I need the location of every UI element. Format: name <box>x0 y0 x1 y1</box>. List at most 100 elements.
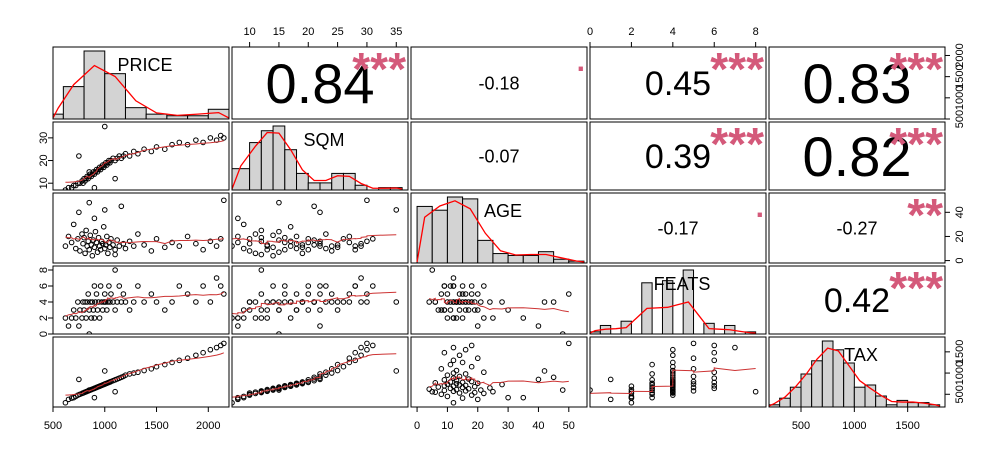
panel-frame <box>768 336 946 408</box>
scatter-point <box>435 307 442 313</box>
scatter-point <box>364 238 370 245</box>
scatter-point <box>432 380 439 386</box>
scatter-point <box>97 283 104 289</box>
scatter-point <box>358 275 364 281</box>
scatter-point <box>670 352 676 359</box>
scatter-point <box>76 376 82 383</box>
scatter-point <box>258 227 265 234</box>
histogram-bar-age <box>431 209 448 263</box>
scatter-point <box>75 299 81 305</box>
histogram-bar-age <box>507 254 524 263</box>
x-axis-tick-label: 0 <box>414 420 420 432</box>
x-axis-tick-label: 20 <box>302 26 314 38</box>
scatter-point <box>258 234 265 241</box>
scatter-point <box>89 299 96 305</box>
scatter-point <box>126 153 133 159</box>
scatter-point <box>110 242 116 248</box>
x-axis-tick-label: 40 <box>532 420 544 432</box>
scatter-point <box>477 299 484 305</box>
histogram-bar-sqm <box>232 168 251 190</box>
histogram-bar-sqm <box>260 130 274 190</box>
scatter-point <box>235 215 241 222</box>
histogram-bar-age <box>492 253 509 263</box>
scatter-point <box>120 240 127 247</box>
smooth-line <box>65 291 225 317</box>
scatter-point <box>264 315 271 321</box>
scatter-point <box>432 389 439 395</box>
histogram-bar-tax <box>907 402 919 407</box>
significance-stars: ** <box>907 189 943 241</box>
scatter-point <box>450 399 457 406</box>
scatter-point <box>471 307 478 313</box>
panel-frame <box>52 265 230 335</box>
panel-tax-feats <box>589 336 767 408</box>
x-axis-tick-label: 25 <box>331 26 343 38</box>
scatter-point <box>328 366 335 372</box>
scatter-point <box>276 228 282 235</box>
scatter-point <box>258 315 265 321</box>
y-axis-tick-label: 500 <box>954 385 966 403</box>
y-axis-tick-label: 1000 <box>954 361 966 385</box>
scatter-point <box>711 375 718 381</box>
smooth-line <box>590 367 756 395</box>
panel-feats-age <box>410 265 588 335</box>
scatter-point <box>487 299 493 305</box>
scatter-point <box>462 307 469 313</box>
panel-content <box>426 340 572 406</box>
scatter-point <box>352 243 359 249</box>
y-axis-tick-label: 0 <box>954 258 966 264</box>
panel-frame <box>231 336 409 408</box>
scatter-point <box>162 244 168 251</box>
scatter-point <box>141 146 147 152</box>
y-axis-tick-label: 30 <box>38 132 50 144</box>
scatter-point <box>370 342 376 349</box>
scatter-point <box>258 307 265 313</box>
scatter-point <box>169 299 175 305</box>
scatter-point <box>112 267 118 273</box>
scatter-point <box>91 315 98 321</box>
significance-stars: *** <box>889 118 943 170</box>
scatter-point <box>122 245 129 252</box>
scatter-point <box>258 291 265 297</box>
scatter-point <box>62 315 69 321</box>
y-axis-tick-label: 20 <box>954 230 966 242</box>
scatter-point <box>299 242 306 248</box>
histogram-bar-sqm <box>342 172 356 190</box>
scatter-point <box>135 231 141 237</box>
significance-stars: . <box>756 191 764 224</box>
x-axis-tick-label: 50 <box>563 420 575 432</box>
scatter-point <box>87 232 94 239</box>
histogram-bar-age <box>537 251 555 263</box>
scatter-point <box>459 291 466 297</box>
scatter-point <box>120 291 127 297</box>
x-axis-tick-label: 1500 <box>144 420 168 432</box>
scatter-point <box>235 239 241 246</box>
scatter-point <box>474 396 481 403</box>
panel-content <box>590 269 757 334</box>
scatter-point <box>444 315 451 321</box>
scatter-point <box>112 175 118 182</box>
correlation-value: 0.45 <box>645 65 711 103</box>
scatter-point <box>459 315 466 321</box>
x-axis-tick-label: 30 <box>502 420 514 432</box>
scatter-point <box>305 291 312 297</box>
scatter-point <box>246 248 253 254</box>
panel-price-tax <box>768 46 946 120</box>
scatter-point <box>311 203 317 210</box>
scatter-point <box>438 291 445 297</box>
x-axis-tick-label: 4 <box>670 26 676 38</box>
scatter-point <box>317 323 323 329</box>
histogram-bar-price <box>83 50 106 119</box>
panel-frame <box>231 265 409 335</box>
panel-frame <box>768 121 946 191</box>
scatter-point <box>287 315 294 321</box>
scatter-point <box>221 135 227 141</box>
density-curve-feats <box>590 301 756 334</box>
scatter-point <box>456 291 463 297</box>
panel-sqm-sqm: SQM <box>231 121 409 191</box>
scatter-point <box>453 380 460 387</box>
scatter-point <box>104 307 110 313</box>
scatter-point <box>441 283 448 289</box>
scatter-point <box>358 240 364 247</box>
panel-content <box>232 340 400 406</box>
